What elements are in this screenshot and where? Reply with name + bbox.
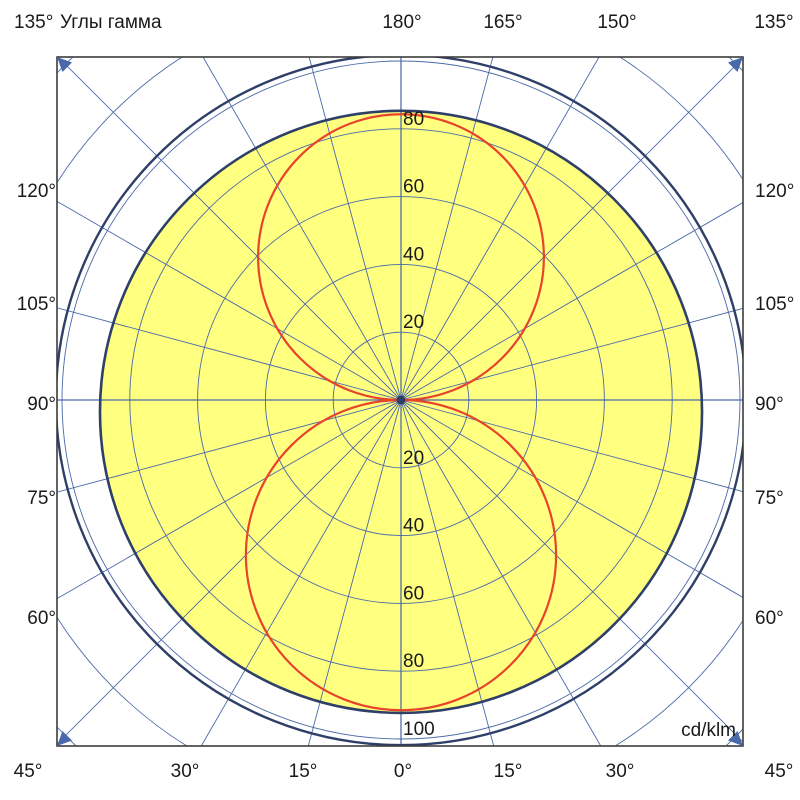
ring-label-upper-20: 20: [403, 312, 424, 333]
angle-label-top-right-135: 135°: [754, 12, 793, 33]
angle-label-bottom-left-45: 45°: [14, 761, 43, 782]
angle-label-bottom-0: 0°: [394, 761, 412, 782]
angle-label-left-120: 120°: [17, 181, 56, 202]
angle-label-bottom-right-45: 45°: [765, 761, 794, 782]
angle-label-bottom-15r: 15°: [494, 761, 523, 782]
angle-label-150: 150°: [597, 12, 636, 33]
angle-label-left-75: 75°: [27, 488, 56, 509]
spoke-30: [400, 57, 600, 401]
angle-label-right-120: 120°: [755, 181, 794, 202]
angle-label-right-75: 75°: [755, 488, 784, 509]
spoke-60: [400, 202, 743, 401]
angle-label-165: 165°: [483, 12, 522, 33]
spoke-225: [57, 399, 402, 745]
ring-label-lower-80: 80: [403, 651, 424, 672]
angle-label-left-60: 60°: [27, 608, 56, 629]
ring-label-upper-40: 40: [403, 244, 424, 265]
angle-label-right-90: 90°: [755, 394, 784, 415]
corner-arrow-2: [57, 731, 72, 746]
angle-label-right-60: 60°: [755, 608, 784, 629]
origin-dot: [396, 395, 406, 405]
ring-label-lower-40: 40: [403, 516, 424, 537]
spoke-135: [400, 399, 743, 743]
spoke-120: [400, 399, 743, 598]
angle-label-right-105: 105°: [755, 294, 794, 315]
angle-label-bottom-30l: 30°: [171, 761, 200, 782]
envelope-curve: [98, 109, 704, 715]
angle-label-top-left-135: 135°: [14, 12, 53, 33]
corner-arrow-0: [57, 57, 72, 72]
corner-arrow-3: [728, 731, 743, 746]
spoke-240: [57, 399, 402, 600]
spoke-315: [57, 57, 402, 401]
angle-label-left-105: 105°: [17, 294, 56, 315]
spoke-105: [400, 399, 743, 493]
spoke-45: [400, 57, 743, 401]
units-label: cd/klm: [681, 720, 736, 741]
spoke-255: [57, 399, 402, 493]
ring-label-upper-80: 80: [403, 109, 424, 130]
ring-label-lower-100: 100: [403, 719, 435, 740]
corner-arrow-1: [728, 57, 743, 72]
perimeter-labels: 135° Углы гамма 180° 165° 150° 135° 120° 105° 90…: [14, 12, 795, 782]
ring-label-upper-60: 60: [403, 177, 424, 198]
ring-label-lower-60: 60: [403, 583, 424, 604]
spoke-195: [307, 399, 402, 746]
angle-label-left-90: 90°: [27, 394, 56, 415]
spoke-210: [200, 399, 402, 746]
spoke-150: [400, 399, 602, 746]
spoke-75: [400, 307, 743, 401]
chart-title: Углы гамма: [60, 12, 162, 33]
angle-label-bottom-30r: 30°: [606, 761, 635, 782]
spoke-285: [57, 307, 402, 401]
spoke-300: [57, 200, 402, 401]
plot-frame: [56, 56, 744, 747]
spoke-345: [308, 57, 402, 401]
spoke-330: [202, 57, 402, 401]
outer-curve: [57, 57, 743, 746]
angle-label-180: 180°: [382, 12, 421, 33]
ring-value-labels: 80 60 40 20 20 40 60 80 100: [403, 109, 435, 740]
ring-label-lower-20: 20: [403, 448, 424, 469]
angle-label-bottom-15l: 15°: [289, 761, 318, 782]
spoke-165: [400, 399, 495, 746]
spoke-15: [400, 57, 494, 401]
